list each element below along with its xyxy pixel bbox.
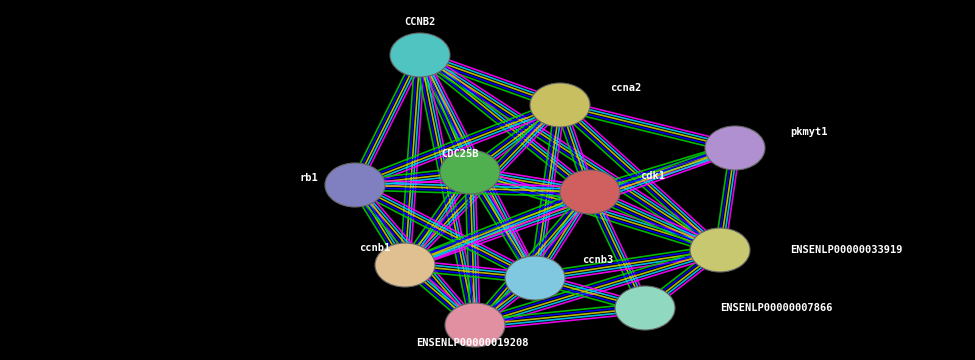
Text: ENSENLP00000007866: ENSENLP00000007866 <box>720 303 833 313</box>
Text: ENSENLP00000033919: ENSENLP00000033919 <box>790 245 903 255</box>
Text: ccnb3: ccnb3 <box>582 255 613 265</box>
Ellipse shape <box>440 150 500 194</box>
Ellipse shape <box>505 256 565 300</box>
Ellipse shape <box>325 163 385 207</box>
Ellipse shape <box>690 228 750 272</box>
Ellipse shape <box>705 126 765 170</box>
Ellipse shape <box>530 83 590 127</box>
Ellipse shape <box>615 286 675 330</box>
Text: rb1: rb1 <box>299 173 318 183</box>
Ellipse shape <box>445 303 505 347</box>
Text: CCNB2: CCNB2 <box>405 17 436 27</box>
Text: CDC25B: CDC25B <box>442 149 479 159</box>
Ellipse shape <box>375 243 435 287</box>
Ellipse shape <box>560 170 620 214</box>
Text: pkmyt1: pkmyt1 <box>790 127 828 137</box>
Ellipse shape <box>390 33 450 77</box>
Text: ccnb1: ccnb1 <box>359 243 390 253</box>
Text: cdk1: cdk1 <box>640 171 665 181</box>
Text: ENSENLP00000019208: ENSENLP00000019208 <box>415 338 528 348</box>
Text: ccna2: ccna2 <box>610 83 642 93</box>
